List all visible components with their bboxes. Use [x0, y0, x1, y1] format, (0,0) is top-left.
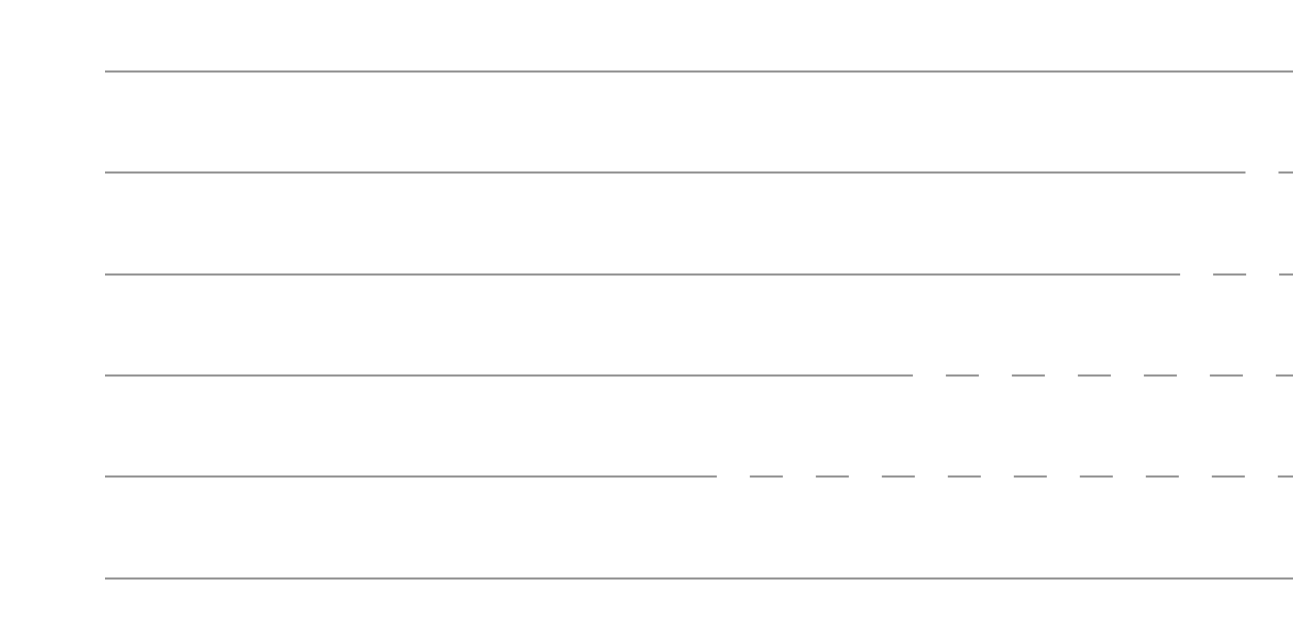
chart-svg [105, 70, 1293, 580]
chart-area [105, 70, 1293, 580]
